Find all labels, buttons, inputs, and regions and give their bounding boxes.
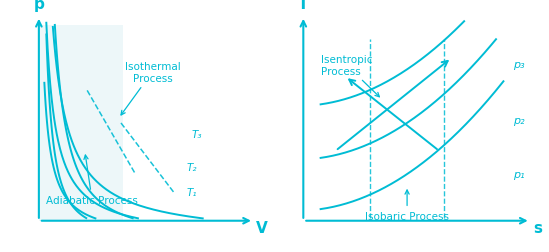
Polygon shape <box>39 26 124 221</box>
Text: T: T <box>298 0 309 12</box>
Text: T₂: T₂ <box>186 162 197 172</box>
Text: s: s <box>533 220 542 235</box>
Text: p: p <box>33 0 44 12</box>
Text: T₁: T₁ <box>186 187 197 197</box>
Text: Isothermal
Process: Isothermal Process <box>121 62 180 115</box>
Text: Adiabatic Process: Adiabatic Process <box>46 155 138 205</box>
Text: V: V <box>256 220 268 235</box>
Text: p₂: p₂ <box>513 115 525 125</box>
Text: Isobaric Process: Isobaric Process <box>365 190 449 221</box>
Text: p₃: p₃ <box>513 60 525 70</box>
Text: Isentropic
Process: Isentropic Process <box>321 55 379 98</box>
Text: p₁: p₁ <box>513 169 525 179</box>
Text: T₃: T₃ <box>191 130 201 139</box>
